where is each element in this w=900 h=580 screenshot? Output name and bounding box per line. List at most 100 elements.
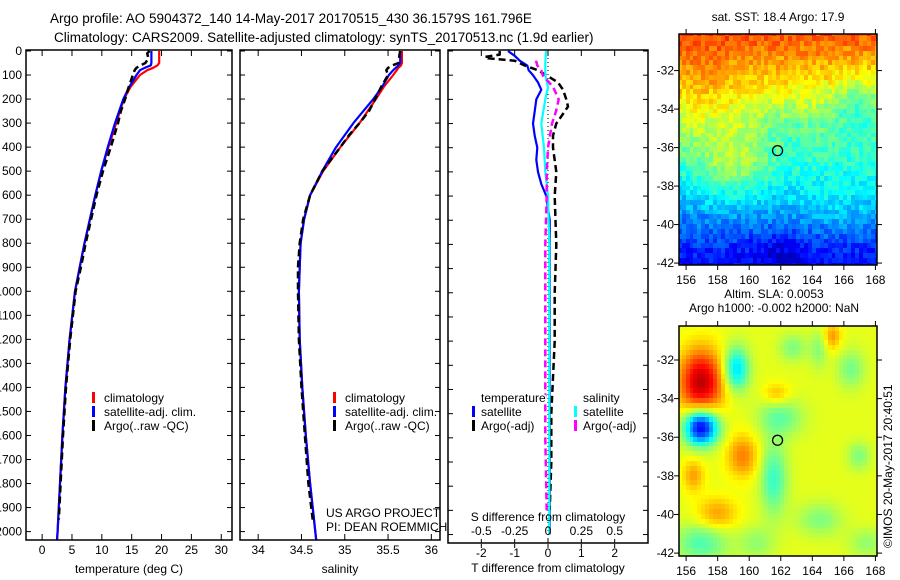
legend-label: Argo(-adj): [583, 419, 636, 433]
y-tick-label: 1100: [0, 308, 22, 322]
lat-tick-label: -40: [657, 507, 675, 521]
x-tick-label: 36: [425, 543, 439, 557]
lat-tick-label: -36: [657, 430, 675, 444]
legend-swatch: [92, 406, 95, 417]
pi-credit: PI: DEAN ROEMMICH: [326, 520, 447, 534]
lon-tick-label: 166: [834, 273, 854, 287]
y-tick-label: 1300: [0, 356, 22, 370]
figure-title-line2: Climatology: CARS2009. Satellite-adjuste…: [54, 30, 594, 45]
x-tick-label: 5: [69, 543, 76, 557]
sst-map-axes: [674, 29, 882, 270]
y-tick-label: 1700: [0, 453, 22, 467]
lon-tick-label: 164: [802, 273, 822, 287]
x-tick-label: 34.5: [290, 543, 314, 557]
s-tick-label: -0.5: [471, 524, 492, 538]
s-tick-label: -0.25: [501, 524, 529, 538]
s-tick-label: 0: [545, 524, 552, 538]
legend-swatch: [333, 406, 336, 417]
x-axis-label: T difference from climatology: [471, 561, 625, 575]
legend-swatch: [333, 392, 336, 403]
y-tick-label: 1200: [0, 332, 22, 346]
lon-tick-label: 168: [865, 564, 885, 578]
x-tick-label: 35: [338, 543, 352, 557]
map-frame: [678, 33, 878, 266]
lon-tick-label: 162: [771, 273, 791, 287]
x-tick-label: 2: [611, 546, 618, 560]
legend-swatch: [333, 420, 336, 431]
legend-swatch: [92, 392, 95, 403]
series-line-argo-raw-qc-: [57, 50, 151, 520]
y-tick-label: 900: [2, 260, 22, 274]
y-tick-label: 700: [2, 212, 22, 226]
y-tick-label: 1800: [0, 477, 22, 491]
lon-tick-label: 160: [739, 564, 759, 578]
y-tick-label: 800: [2, 236, 22, 250]
lon-tick-label: 158: [708, 273, 728, 287]
x-tick-label: -2: [476, 546, 487, 560]
y-tick-label: 1900: [0, 501, 22, 515]
series-line-satellite-adj-clim-: [55, 51, 153, 541]
lat-tick-label: -42: [657, 546, 675, 560]
lat-tick-label: -36: [657, 141, 675, 155]
profile-panel-3: [447, 49, 649, 548]
x-tick-label: 34: [252, 543, 266, 557]
x-axis-label: salinity: [322, 562, 359, 576]
y-tick-label: 1600: [0, 428, 22, 442]
lon-tick-label: 158: [708, 564, 728, 578]
legend-group-title: temperature: [481, 391, 546, 405]
series-line-argo-raw-qc-: [296, 50, 402, 520]
legend-swatch: [574, 406, 577, 417]
lon-tick-label: 164: [802, 564, 822, 578]
x-tick-label: 35.5: [376, 543, 400, 557]
sla-map-image: [679, 326, 877, 556]
legend-label: Argo(..raw -QC): [104, 419, 189, 433]
lon-tick-label: 160: [739, 273, 759, 287]
legend-swatch: [92, 420, 95, 431]
panel-frame: [25, 49, 233, 541]
x-axis-label: temperature (deg C): [75, 562, 183, 576]
s-axis-label: S difference from climatology: [471, 510, 626, 524]
lat-tick-label: -34: [657, 392, 675, 406]
legend-swatch: [472, 406, 475, 417]
legend-swatch: [472, 420, 475, 431]
legend-label: climatology: [104, 391, 164, 405]
series-line-climatology: [297, 51, 403, 541]
sla-map-axes: [674, 321, 882, 561]
x-tick-label: 0: [39, 543, 46, 557]
legend-label: satellite: [583, 405, 624, 419]
x-tick-label: -1: [509, 546, 520, 560]
y-tick-label: 600: [2, 188, 22, 202]
lat-tick-label: -40: [657, 218, 675, 232]
argo-float-marker: [771, 434, 784, 446]
s-tick-label: 0.5: [606, 524, 623, 538]
legend-label: satellite: [481, 405, 522, 419]
panel-frame: [447, 49, 649, 544]
imos-stamp: ©IMOS 20-May-2017 20:40:51: [881, 384, 895, 548]
y-tick-label: 200: [2, 92, 22, 106]
map-subtitle: Argo h1000: -0.002 h2000: NaN: [689, 301, 859, 315]
panel-frame: [239, 49, 441, 541]
lat-tick-label: -32: [657, 353, 675, 367]
sst-map-image: [679, 34, 877, 265]
x-tick-label: 0: [545, 546, 552, 560]
figure-title-line1: Argo profile: AO 5904372_140 14-May-2017…: [50, 11, 532, 26]
legend-label: Argo(..raw -QC): [345, 419, 430, 433]
x-tick-label: 15: [125, 543, 139, 557]
legend-group-title: salinity: [583, 391, 620, 405]
legend-label: Argo(-adj): [481, 419, 534, 433]
y-tick-label: 1000: [0, 284, 22, 298]
lat-tick-label: -38: [657, 179, 675, 193]
map-frame: [678, 325, 878, 557]
y-tick-label: 1500: [0, 404, 22, 418]
lon-tick-label: 156: [676, 564, 696, 578]
lat-tick-label: -38: [657, 469, 675, 483]
project-credit: US ARGO PROJECT: [326, 506, 441, 520]
legend-label: satellite-adj. clim.: [345, 405, 437, 419]
series-line-s-satellite: [540, 50, 551, 535]
x-tick-label: 30: [215, 543, 229, 557]
y-tick-label: 500: [2, 164, 22, 178]
map-title: sat. SST: 18.4 Argo: 17.9: [712, 10, 845, 24]
x-tick-label: 20: [155, 543, 169, 557]
